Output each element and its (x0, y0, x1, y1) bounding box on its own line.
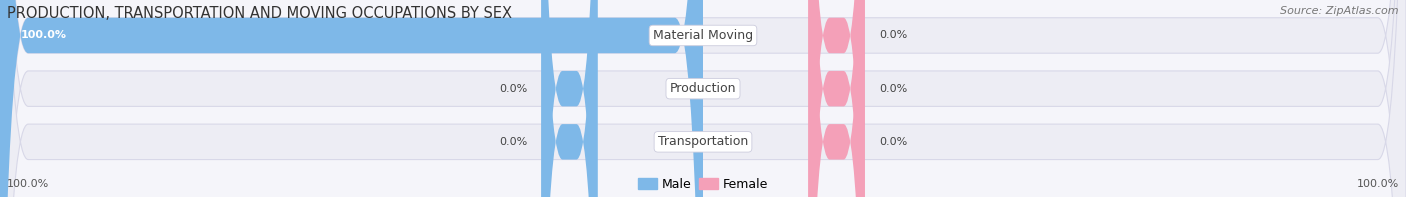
Text: 100.0%: 100.0% (1357, 179, 1399, 189)
Text: 0.0%: 0.0% (879, 84, 907, 94)
Text: 0.0%: 0.0% (499, 137, 527, 147)
FancyBboxPatch shape (808, 0, 865, 197)
FancyBboxPatch shape (808, 0, 865, 197)
FancyBboxPatch shape (0, 0, 703, 197)
Text: 0.0%: 0.0% (879, 31, 907, 40)
Text: Transportation: Transportation (658, 135, 748, 148)
Text: Production: Production (669, 82, 737, 95)
Text: Material Moving: Material Moving (652, 29, 754, 42)
FancyBboxPatch shape (541, 0, 598, 197)
FancyBboxPatch shape (808, 0, 865, 197)
Text: 100.0%: 100.0% (21, 31, 67, 40)
FancyBboxPatch shape (541, 0, 598, 197)
Text: 100.0%: 100.0% (7, 179, 49, 189)
Legend: Male, Female: Male, Female (638, 178, 768, 191)
Text: PRODUCTION, TRANSPORTATION AND MOVING OCCUPATIONS BY SEX: PRODUCTION, TRANSPORTATION AND MOVING OC… (7, 6, 512, 21)
Text: 0.0%: 0.0% (499, 84, 527, 94)
Text: Source: ZipAtlas.com: Source: ZipAtlas.com (1281, 6, 1399, 16)
Text: 0.0%: 0.0% (879, 137, 907, 147)
